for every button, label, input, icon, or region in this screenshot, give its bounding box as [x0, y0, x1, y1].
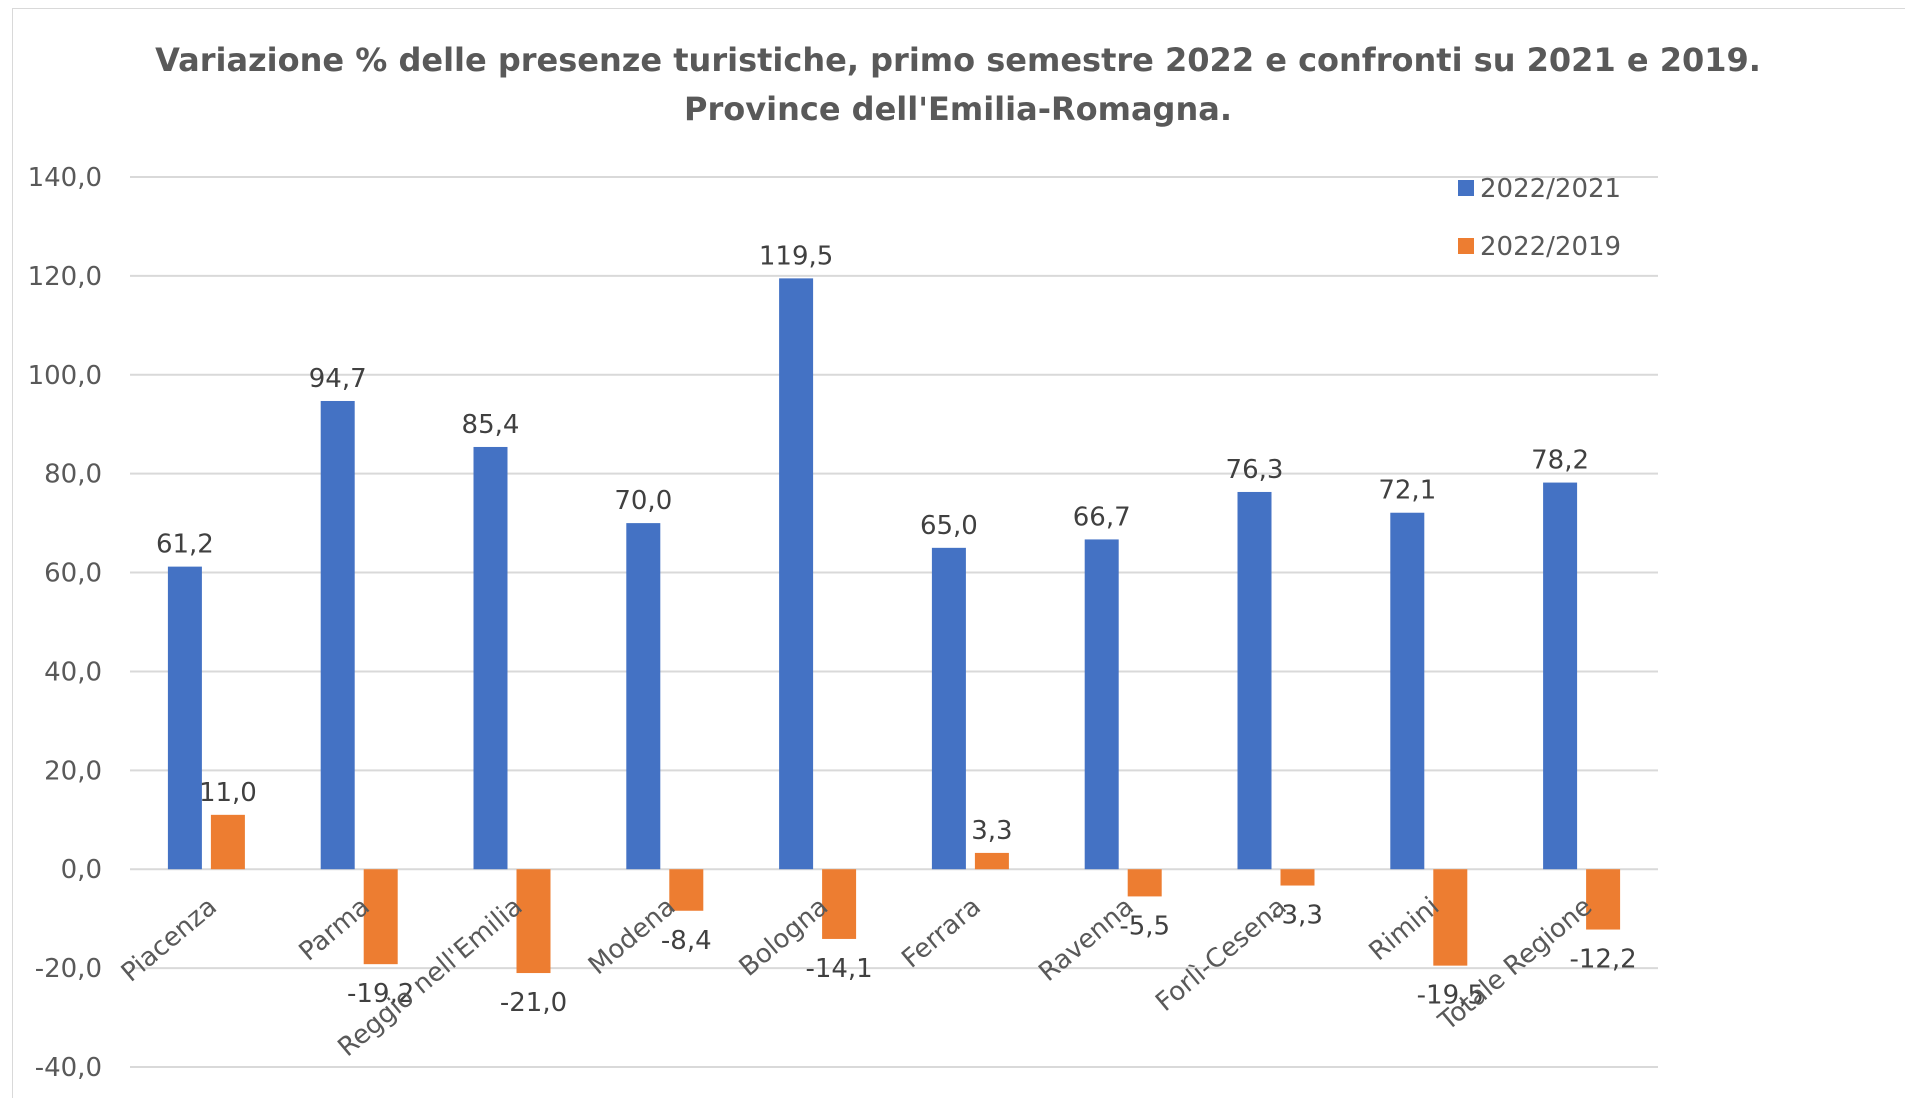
y-tick-label: 120,0 [28, 262, 102, 292]
data-label-2022-2019: -19,2 [347, 979, 414, 1009]
y-tick-label: 100,0 [28, 361, 102, 391]
category-label: Parma [294, 892, 376, 968]
bar-2022-2021 [1543, 482, 1578, 870]
bar-2022-2019 [1280, 869, 1315, 886]
bar-2022-2021 [167, 566, 202, 870]
data-label-2022-2021: 78,2 [1531, 446, 1589, 476]
bar-2022-2019 [516, 869, 551, 974]
bars [167, 278, 1621, 974]
legend: 2022/2021 2022/2019 [1458, 174, 1621, 262]
bar-2022-2019 [1586, 869, 1621, 930]
data-label-2022-2019: -5,5 [1119, 911, 1170, 941]
legend-swatch-2022-2021 [1458, 180, 1474, 196]
y-tick-label: 20,0 [44, 756, 102, 786]
data-label-2022-2019: -14,1 [805, 954, 872, 984]
data-label-2022-2021: 119,5 [759, 241, 833, 271]
legend-swatch-2022-2019 [1458, 238, 1474, 254]
data-label-2022-2021: 61,2 [156, 530, 214, 560]
bar-2022-2019 [1433, 869, 1468, 966]
data-label-2022-2021: 72,1 [1378, 476, 1436, 506]
y-axis-ticks: 140,0 120,0 100,0 80,0 60,0 40,0 20,0 0,0 -20,0 -… [28, 163, 102, 1083]
bar-2022-2019 [363, 869, 398, 965]
bar-2022-2021 [1390, 512, 1425, 870]
data-label-2022-2021: 85,4 [462, 410, 520, 440]
data-label-2022-2021: 76,3 [1226, 455, 1284, 485]
gridlines [130, 176, 1658, 1068]
bar-2022-2021 [320, 400, 355, 870]
bar-2022-2021 [473, 446, 508, 870]
chart-title-line-1: Variazione % delle presenze turistiche, … [155, 41, 1761, 79]
y-tick-label: -40,0 [35, 1053, 102, 1083]
chart-title: Variazione % delle presenze turistiche, … [155, 41, 1761, 128]
y-tick-label: 0,0 [61, 855, 102, 885]
chart-frame [12, 8, 1905, 1098]
bar-2022-2021 [779, 278, 814, 870]
data-label-2022-2021: 66,7 [1073, 502, 1131, 532]
data-label-2022-2019: -21,0 [500, 988, 567, 1018]
bar-2022-2019 [1127, 869, 1162, 897]
y-tick-label: 80,0 [44, 460, 102, 490]
y-tick-label: 40,0 [44, 657, 102, 687]
bar-2022-2019 [974, 852, 1009, 870]
data-label-2022-2019: -8,4 [661, 926, 712, 956]
y-tick-label: 60,0 [44, 559, 102, 589]
category-label: Ferrara [896, 892, 987, 975]
bar-2022-2019 [822, 869, 857, 939]
bar-2022-2019 [210, 814, 245, 870]
data-label-2022-2021: 94,7 [309, 364, 367, 394]
data-label-2022-2021: 65,0 [920, 511, 978, 541]
bar-2022-2021 [626, 523, 661, 870]
data-label-2022-2021: 70,0 [614, 486, 672, 516]
data-label-2022-2019: -3,3 [1272, 901, 1323, 931]
bar-2022-2019 [669, 869, 704, 911]
data-labels: 61,2 11,0 94,7 -19,2 85,4 -21,0 70,0 -8,4 119,5 -… [156, 241, 1637, 1018]
y-tick-label: -20,0 [35, 954, 102, 984]
data-label-2022-2019: 3,3 [971, 816, 1012, 846]
bar-2022-2021 [1237, 491, 1272, 870]
legend-label-2022-2019: 2022/2019 [1480, 232, 1621, 262]
category-label: Forlì-Cesena [1150, 892, 1292, 1018]
chart-title-line-2: Province dell'Emilia-Romagna. [684, 90, 1232, 128]
data-label-2022-2019: -12,2 [1569, 945, 1636, 975]
category-label: Piacenza [116, 892, 223, 989]
data-label-2022-2019: -19,5 [1417, 981, 1484, 1011]
legend-label-2022-2021: 2022/2021 [1480, 174, 1621, 204]
data-label-2022-2019: 11,0 [199, 778, 257, 808]
category-label: Rimini [1364, 892, 1446, 967]
bar-2022-2021 [931, 547, 966, 870]
y-tick-label: 140,0 [28, 163, 102, 193]
bar-2022-2021 [1084, 539, 1119, 870]
